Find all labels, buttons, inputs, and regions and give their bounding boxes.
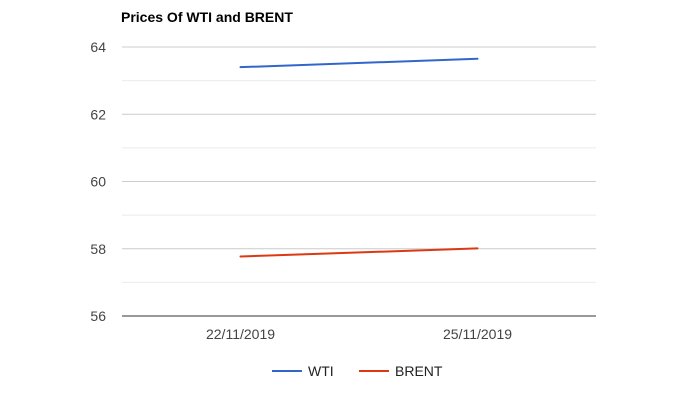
series-line-wti[interactable] bbox=[240, 57, 478, 69]
data-point-brent[interactable] bbox=[239, 255, 242, 258]
data-point-wti[interactable] bbox=[239, 66, 242, 69]
x-axis: 22/11/2019 25/11/2019 bbox=[206, 326, 512, 342]
y-tick-label: 58 bbox=[90, 241, 106, 257]
legend-label: BRENT bbox=[395, 363, 443, 379]
series-lines bbox=[239, 57, 479, 258]
series-line-brent[interactable] bbox=[240, 247, 478, 258]
chart-title: Prices Of WTI and BRENT bbox=[121, 9, 293, 25]
y-tick-label: 64 bbox=[90, 39, 106, 55]
legend-item-wti[interactable]: WTI bbox=[272, 363, 334, 379]
y-tick-label: 56 bbox=[90, 308, 106, 324]
data-point-wti[interactable] bbox=[476, 57, 479, 60]
x-tick-label: 25/11/2019 bbox=[443, 326, 512, 342]
legend-label: WTI bbox=[308, 363, 334, 379]
y-axis: 56 58 60 62 64 bbox=[90, 39, 106, 324]
legend[interactable]: WTI BRENT bbox=[272, 363, 443, 379]
gridlines bbox=[122, 46, 596, 317]
y-tick-label: 60 bbox=[90, 174, 106, 190]
y-tick-label: 62 bbox=[90, 106, 106, 122]
legend-item-brent[interactable]: BRENT bbox=[359, 363, 443, 379]
data-point-brent[interactable] bbox=[476, 247, 479, 250]
x-tick-label: 22/11/2019 bbox=[206, 326, 275, 342]
